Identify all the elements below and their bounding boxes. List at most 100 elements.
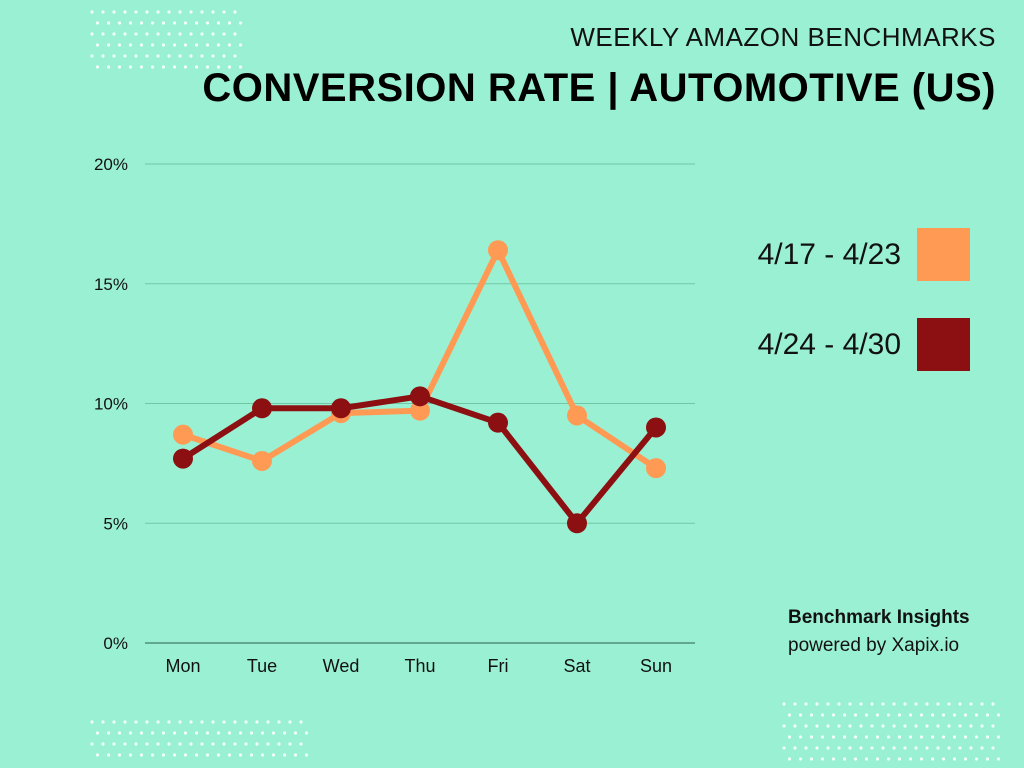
decorative-dot	[189, 10, 193, 14]
x-tick-label: Sat	[563, 656, 590, 676]
decorative-dot	[161, 753, 166, 757]
decorative-dot	[848, 724, 852, 728]
decorative-dot	[897, 735, 902, 739]
decorative-dot	[244, 742, 248, 746]
decorative-dot	[848, 702, 852, 706]
decorative-dot	[172, 731, 177, 735]
decorative-dot	[903, 702, 907, 706]
decorative-dot	[156, 54, 160, 58]
decorative-dot	[112, 10, 116, 14]
decorative-dot	[167, 54, 171, 58]
decorative-dot	[919, 713, 924, 717]
decorative-dot	[128, 65, 133, 69]
decorative-dot	[958, 746, 962, 750]
decorative-dot	[194, 731, 199, 735]
data-point-a	[567, 405, 587, 426]
decorative-dot	[255, 720, 259, 724]
decorative-dot	[848, 746, 852, 750]
decorative-dot	[134, 742, 138, 746]
decorative-dot	[936, 702, 940, 706]
decorative-dots-bottom-right	[780, 700, 1020, 768]
x-tick-label: Thu	[404, 656, 435, 676]
decorative-dot	[172, 753, 177, 757]
decorative-dot	[150, 65, 155, 69]
decorative-dot	[793, 746, 797, 750]
decorative-dot	[145, 54, 149, 58]
decorative-dot	[782, 724, 786, 728]
decorative-dot	[117, 753, 122, 757]
decorative-dot	[304, 753, 309, 757]
decorative-dot	[128, 731, 133, 735]
y-tick-label: 0%	[103, 634, 128, 653]
decorative-dot	[859, 746, 863, 750]
decorative-dot	[831, 713, 836, 717]
decorative-dot	[864, 713, 869, 717]
decorative-dot	[837, 746, 841, 750]
decorative-dot	[222, 54, 226, 58]
decorative-dot	[211, 54, 215, 58]
data-point-b	[567, 513, 587, 534]
decorative-dot	[952, 713, 957, 717]
decorative-dot	[123, 10, 127, 14]
decorative-dot	[930, 713, 935, 717]
decorative-dot	[178, 54, 182, 58]
decorative-dot	[112, 720, 116, 724]
decorative-dot	[941, 735, 946, 739]
decorative-dot	[947, 746, 951, 750]
decorative-dot	[820, 735, 825, 739]
decorative-dot	[90, 32, 94, 36]
decorative-dot	[200, 10, 204, 14]
decorative-dot	[90, 720, 94, 724]
decorative-dot	[903, 746, 907, 750]
decorative-dot	[150, 731, 155, 735]
decorative-dot	[211, 32, 215, 36]
decorative-dot	[189, 742, 193, 746]
decorative-dot	[216, 753, 221, 757]
decorative-dot	[205, 65, 210, 69]
decorative-dot	[996, 713, 1001, 717]
decorative-dot	[183, 731, 188, 735]
decorative-dot	[991, 746, 995, 750]
decorative-dot	[216, 731, 221, 735]
decorative-dot	[233, 742, 237, 746]
decorative-dot	[227, 731, 232, 735]
decorative-dot	[128, 21, 133, 25]
decorative-dot	[101, 720, 105, 724]
data-point-a	[252, 450, 272, 471]
decorative-dot	[233, 54, 237, 58]
decorative-dot	[139, 43, 144, 47]
decorative-dot	[809, 757, 814, 761]
decorative-dot	[870, 746, 874, 750]
decorative-dot	[260, 731, 265, 735]
legend-label-series-b: 4/24 - 4/30	[757, 327, 901, 361]
decorative-dot	[112, 742, 116, 746]
decorative-dot	[815, 746, 819, 750]
x-tick-label: Fri	[488, 656, 509, 676]
decorative-dot	[222, 720, 226, 724]
decorative-dot	[106, 65, 111, 69]
decorative-dot	[809, 735, 814, 739]
decorative-dot	[238, 731, 243, 735]
decorative-dot	[101, 54, 105, 58]
decorative-dot	[172, 65, 177, 69]
legend-item-series-a: 4/17 - 4/23	[758, 228, 970, 281]
decorative-dot	[782, 746, 786, 750]
decorative-dot	[958, 724, 962, 728]
decorative-dot	[172, 21, 177, 25]
decorative-dot	[892, 724, 896, 728]
decorative-dot	[211, 720, 215, 724]
decorative-dot	[304, 731, 309, 735]
decorative-dot	[793, 702, 797, 706]
decorative-dot	[837, 724, 841, 728]
decorative-dot	[178, 32, 182, 36]
decorative-dot	[189, 54, 193, 58]
decorative-dot	[227, 43, 232, 47]
decorative-dot	[101, 10, 105, 14]
decorative-dot	[963, 757, 968, 761]
decorative-dot	[222, 32, 226, 36]
decorative-dot	[167, 32, 171, 36]
decorative-dot	[95, 753, 100, 757]
decorative-dot	[299, 742, 303, 746]
decorative-dot	[842, 735, 847, 739]
